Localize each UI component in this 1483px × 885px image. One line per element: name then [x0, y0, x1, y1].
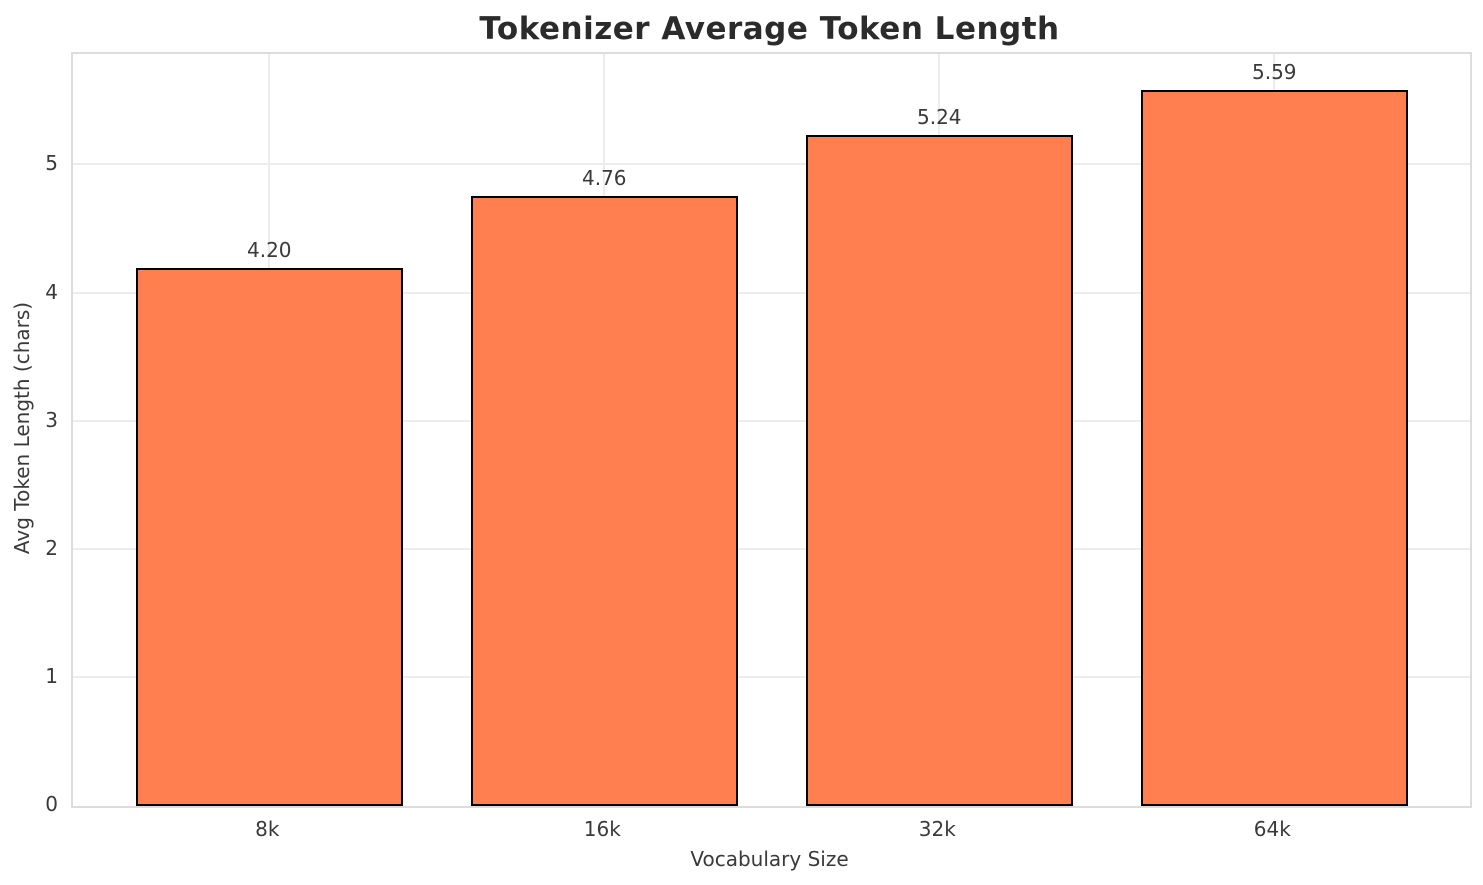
bar — [1140, 89, 1408, 806]
y-tick-label: 2 — [45, 535, 58, 560]
y-tick-label: 3 — [45, 407, 58, 432]
bar-value-label: 4.20 — [247, 237, 292, 262]
y-tick-label: 5 — [45, 151, 58, 176]
plot-area: 4.20 4.76 5.24 5.59 — [71, 52, 1472, 808]
x-axis-label: Vocabulary Size — [690, 847, 849, 871]
y-tick-label: 0 — [45, 792, 58, 816]
bar — [470, 196, 738, 806]
bar — [135, 267, 403, 806]
x-tick-label: 64k — [1253, 817, 1291, 841]
bar-value-label: 5.24 — [917, 104, 962, 129]
y-gridline — [73, 163, 1470, 166]
x-tick-label: 8k — [255, 817, 280, 841]
y-tick-label: 1 — [45, 663, 58, 688]
y-gridline — [73, 547, 1470, 550]
y-tick-label: 4 — [45, 279, 58, 304]
bar — [805, 134, 1073, 806]
bar-value-label: 5.59 — [1252, 59, 1297, 84]
y-gridline — [73, 291, 1470, 294]
y-gridline — [73, 675, 1470, 678]
x-tick-label: 32k — [918, 817, 956, 841]
y-gridline — [73, 419, 1470, 422]
chart-title: Tokenizer Average Token Length — [479, 11, 1060, 47]
x-tick-label: 16k — [583, 817, 621, 841]
bar-value-label: 4.76 — [582, 166, 627, 191]
